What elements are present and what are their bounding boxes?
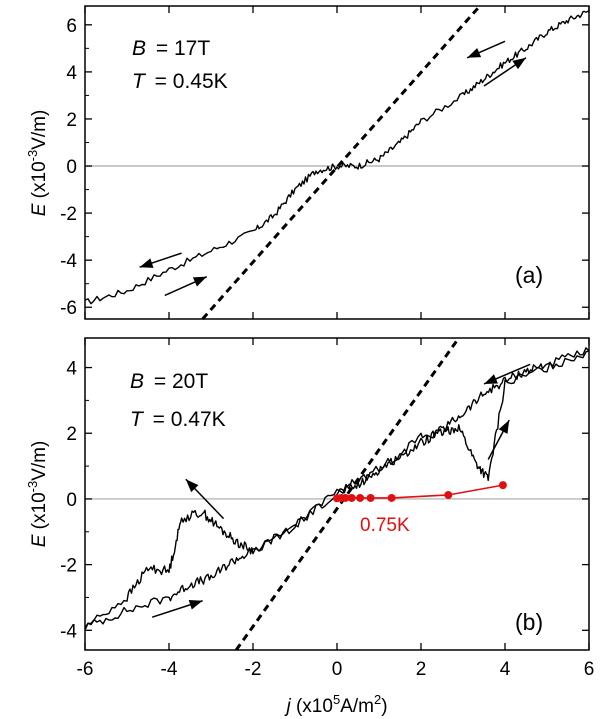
annotation-t-var-a: T: [132, 70, 147, 93]
series-group-b: [84, 337, 590, 651]
y-tick-label-b-4: 4: [66, 359, 77, 380]
x-tick-label-b-1: -4: [161, 659, 178, 680]
x-axis-exp-b: 5: [333, 692, 340, 707]
panel-label-a: (a): [515, 262, 543, 288]
y-tick-label-a-2: -2: [60, 204, 77, 225]
trace-b-1: [84, 350, 590, 629]
annotation-b-a: B = 17T: [132, 37, 210, 60]
data-point-0-75k-8: [498, 481, 507, 490]
y-ticks-b: -4 -2 0 2 4: [60, 359, 589, 642]
y-axis-unit2-b: V/m): [29, 441, 50, 481]
y-axis-title-b: E (x10-3V/m): [25, 441, 50, 548]
y-tick-label-a-6: 6: [66, 16, 77, 37]
x-axis-unit3-b: ): [381, 696, 387, 717]
data-point-0-75k-2: [341, 493, 350, 502]
x-axis-title-b: j (x105A/m2): [283, 692, 387, 717]
arrows-group-b: [151, 363, 531, 618]
x-tick-label-b-0: -6: [77, 659, 94, 680]
series-group-a: [84, 5, 590, 320]
arrow-head-a-3: [192, 276, 207, 287]
arrow-head-a-1: [512, 57, 526, 70]
y-tick-label-a-1: -4: [60, 251, 77, 272]
arrow-head-a-0: [467, 47, 482, 58]
y-tick-label-b-3: 2: [66, 424, 77, 445]
annotation-b-val-b: = 20T: [154, 370, 208, 393]
x-ticks-b: -6 -4 -2 0 2 4 6: [77, 338, 595, 680]
trace-a-0: [84, 10, 590, 305]
x-tick-label-b-3: 0: [332, 659, 343, 680]
annotation-b-b: B = 20T: [130, 370, 208, 393]
x-tick-label-b-2: -2: [245, 659, 262, 680]
panel-label-b: (b): [515, 609, 543, 635]
data-point-0-75k-4: [356, 493, 365, 502]
y-axis-unit2-a: V/m): [29, 110, 50, 150]
annotation-t-val-b: = 0.47K: [153, 408, 226, 431]
annotation-b-val-a: = 17T: [156, 37, 210, 60]
annotation-b-var-a: B: [132, 37, 146, 60]
y-tick-label-a-0: -6: [60, 298, 77, 319]
arrow-head-b-2: [185, 479, 199, 493]
arrow-head-b-3: [188, 600, 203, 610]
data-point-0-75k-3: [347, 493, 356, 502]
arrow-head-b-0: [484, 374, 498, 384]
dashed-line-b: [234, 337, 461, 651]
y-tick-label-a-3: 0: [66, 157, 77, 178]
x-axis-exp2-b: 2: [374, 692, 381, 707]
y-tick-label-a-5: 4: [66, 63, 77, 84]
x-tick-label-b-4: 2: [416, 659, 427, 680]
annotation-t-val-a: = 0.45K: [155, 70, 228, 93]
y-axis-unit-b: (x10: [29, 492, 50, 534]
dashed-line-a: [201, 5, 481, 320]
data-point-0-75k-5: [366, 493, 375, 502]
y-tick-label-b-1: -2: [60, 556, 77, 577]
annotation-t-a: T = 0.45K: [132, 70, 228, 93]
arrow-head-b-1: [498, 420, 510, 434]
annotation-t-b: T = 0.47K: [130, 408, 226, 431]
y-axis-exp-b: -3: [25, 481, 40, 493]
annotation-b-var-b: B: [130, 370, 144, 393]
panel-a: -6 -4 -2 0 2 4 6 B = 17T T = 0.45K (a) E (x10-…: [25, 5, 590, 320]
y-axis-unit-a: (x10: [29, 161, 50, 203]
y-ticks-a: -6 -4 -2 0 2 4 6: [60, 6, 590, 319]
data-point-0-75k-7: [444, 490, 453, 499]
y-axis-exp-a: -3: [25, 150, 40, 162]
y-tick-label-b-2: 0: [66, 490, 77, 511]
y-axis-var-a: E: [29, 203, 50, 216]
y-axis-var-b: E: [29, 534, 50, 547]
arrow-head-a-2: [139, 258, 154, 268]
series-label-0-75k: 0.75K: [360, 515, 410, 536]
x-axis-var-b: j: [283, 696, 291, 717]
x-axis-unit-b: (x10: [291, 696, 333, 717]
x-tick-label-b-5: 4: [500, 659, 511, 680]
y-axis-title-a: E (x10-3V/m): [25, 110, 50, 217]
y-tick-label-b-0: -4: [60, 621, 77, 642]
arrows-group-a: [139, 40, 527, 297]
x-tick-label-b-6: 6: [584, 659, 595, 680]
annotation-t-var-b: T: [130, 408, 145, 431]
y-tick-label-a-4: 2: [66, 110, 77, 131]
data-point-0-75k-6: [387, 493, 396, 502]
x-axis-unit2-b: A/m: [340, 696, 374, 717]
